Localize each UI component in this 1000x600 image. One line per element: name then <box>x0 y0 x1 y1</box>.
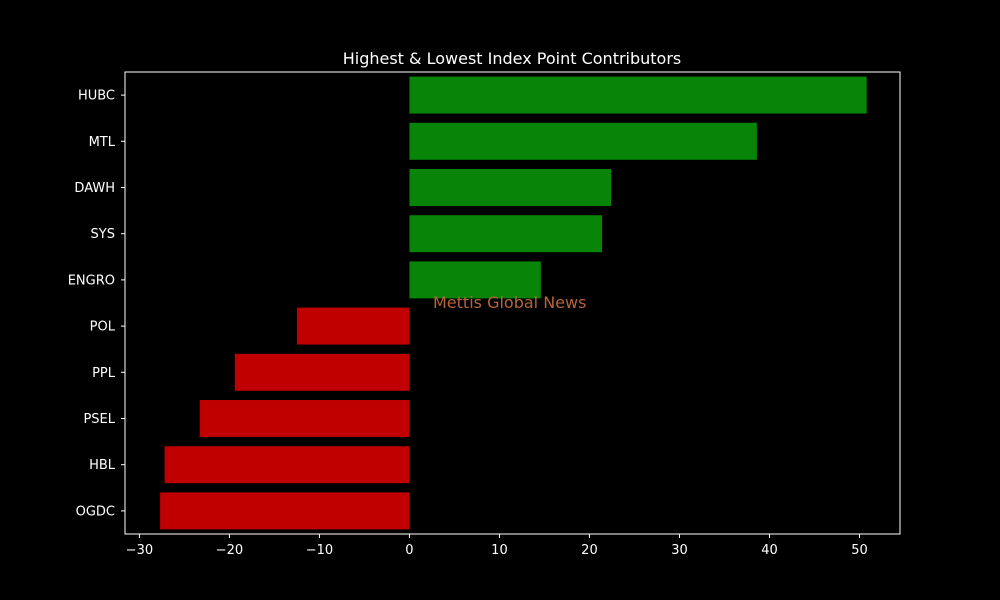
bar-hubc <box>409 76 867 114</box>
bar-ppl <box>234 353 410 391</box>
y-axis-ticks: HUBC MTL DAWH SYS ENGRO POL PPL PSEL HBL OGDC <box>68 89 125 519</box>
y-tick-label: PPL <box>92 366 116 381</box>
x-axis-ticks: −30 −20 −10 0 10 20 30 40 50 <box>126 534 868 558</box>
x-tick-label: 10 <box>491 543 508 558</box>
x-tick-label: 30 <box>671 543 688 558</box>
y-tick-label: PSEL <box>83 412 115 427</box>
bar-hbl <box>164 446 410 484</box>
y-tick-label: ENGRO <box>68 273 115 288</box>
x-tick-label: −10 <box>306 543 333 558</box>
bar-engro <box>409 261 541 299</box>
axes-frame <box>124 71 901 535</box>
x-tick-label: 20 <box>581 543 598 558</box>
x-tick-label: 50 <box>851 543 868 558</box>
y-tick-label: HUBC <box>78 89 115 104</box>
chart-title: Highest & Lowest Index Point Contributor… <box>343 49 682 68</box>
y-tick-label: MTL <box>89 135 116 150</box>
bar-ogdc <box>160 492 410 530</box>
y-tick-label: DAWH <box>74 181 115 196</box>
x-tick-label: −30 <box>126 543 153 558</box>
bars-group <box>160 76 867 530</box>
bar-dawh <box>409 169 612 206</box>
watermark-text: Mettis Global News <box>433 293 586 312</box>
y-tick-label: HBL <box>89 458 116 473</box>
y-tick-label: OGDC <box>76 504 115 519</box>
x-tick-label: 0 <box>405 543 413 558</box>
y-tick-label: POL <box>90 320 116 335</box>
x-tick-label: −20 <box>216 543 243 558</box>
x-tick-label: 40 <box>761 543 778 558</box>
bar-pol <box>296 307 410 345</box>
bar-psel <box>199 400 410 437</box>
bar-mtl <box>409 122 757 160</box>
bar-sys <box>409 215 603 253</box>
y-tick-label: SYS <box>91 227 115 242</box>
